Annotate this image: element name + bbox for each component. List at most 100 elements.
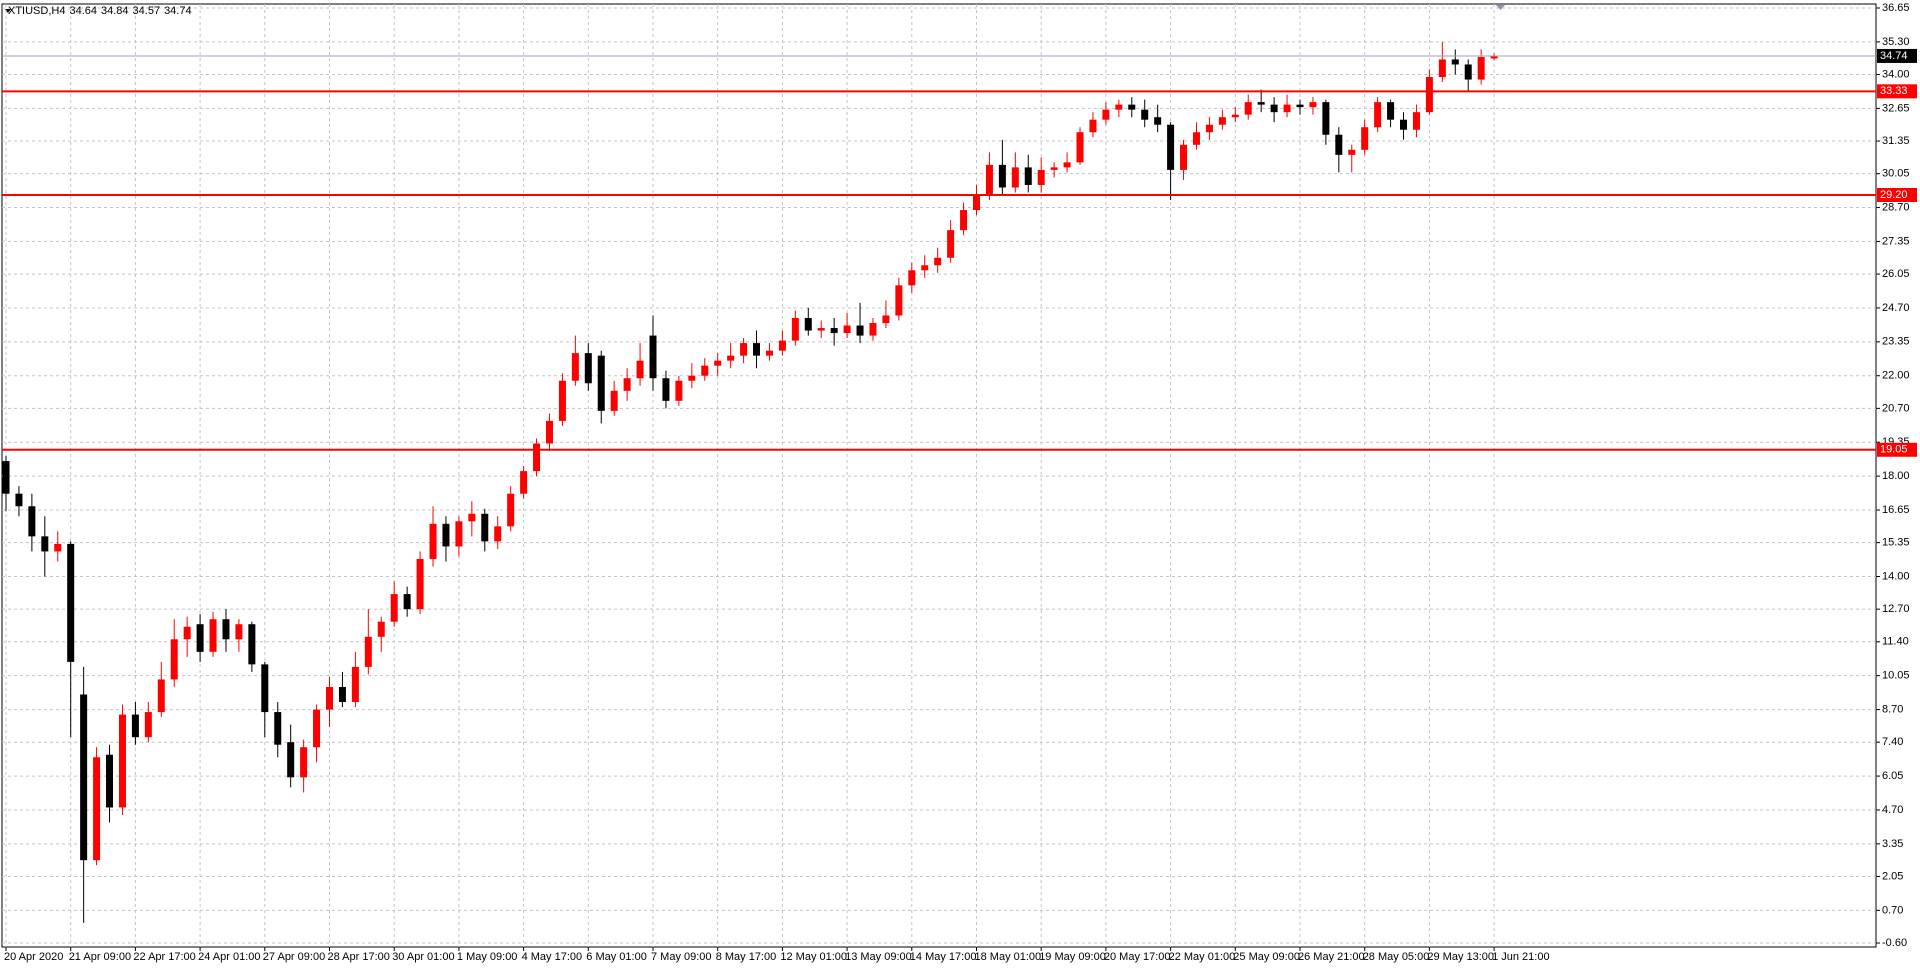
y-tick-label: 12.70 [1882, 603, 1910, 615]
x-tick-label: 1 Jun 21:00 [1492, 951, 1550, 963]
candle-body [1115, 104, 1123, 110]
candle-body [843, 325, 851, 334]
x-tick-label: 1 May 09:00 [457, 951, 518, 963]
y-tick-label: 22.00 [1882, 370, 1910, 382]
candle-body [287, 742, 295, 778]
candle-body [921, 265, 929, 271]
candle-body [2, 461, 10, 494]
candle-body [584, 353, 592, 384]
chart-header: XTIUSD,H4 34.64 34.84 34.57 34.74 [8, 5, 196, 17]
y-tick-label: 15.35 [1882, 537, 1910, 549]
candle-body [248, 624, 256, 665]
x-tick-label: 28 May 05:00 [1363, 951, 1430, 963]
candle-body [1037, 169, 1045, 185]
x-tick-label: 30 Apr 01:00 [392, 951, 454, 963]
level-label-box [1877, 442, 1917, 457]
candle-body [364, 636, 372, 667]
y-tick-label: -0.60 [1882, 937, 1907, 949]
y-tick-label: 3.35 [1882, 838, 1903, 850]
candle-body [765, 350, 773, 356]
price-label: 34.74 [1880, 50, 1908, 62]
candle-body [1205, 124, 1213, 133]
candle-body [390, 594, 398, 622]
candle-body [649, 335, 657, 379]
candle-body [753, 343, 761, 356]
candle-body [1451, 59, 1459, 65]
candle-body [118, 714, 126, 808]
candle-body [1477, 56, 1485, 80]
price-label-box [1877, 48, 1917, 63]
candle-body [714, 360, 722, 366]
candle-body [15, 493, 23, 507]
candle-body [351, 666, 359, 703]
candle-body [1438, 59, 1446, 78]
y-tick-label: 2.05 [1882, 870, 1903, 882]
candle-body [623, 378, 631, 391]
candle-body [54, 543, 62, 552]
candle-body [300, 747, 308, 778]
level-label-box [1877, 188, 1917, 202]
x-tick-label: 19 May 09:00 [1039, 951, 1106, 963]
candle-body [1374, 102, 1382, 128]
y-tick-label: 34.00 [1882, 68, 1910, 80]
candle-body [636, 360, 644, 379]
candle-body [1128, 104, 1136, 110]
symbol: XTIUSD,H4 [8, 5, 66, 17]
candle-body [571, 353, 579, 381]
header-close: 34.74 [164, 5, 192, 17]
candle-body [326, 686, 333, 710]
plot-frame [1, 3, 1877, 948]
candle-body [455, 521, 463, 547]
candle-body [817, 328, 825, 331]
x-tick-label: 22 May 01:00 [1169, 951, 1236, 963]
x-tick-label: 24 Apr 01:00 [198, 951, 260, 963]
level-label: 33.33 [1880, 85, 1908, 97]
candle-body [1089, 119, 1097, 133]
y-tick-label: 30.05 [1882, 168, 1910, 180]
candle-body [481, 513, 489, 542]
candle-body [209, 619, 217, 652]
candle-body [1050, 167, 1058, 170]
x-tick-label: 27 Apr 09:00 [263, 951, 325, 963]
y-tick-label: 10.05 [1882, 670, 1910, 682]
grid [2, 4, 1876, 947]
candle-body [545, 420, 553, 444]
candle-body [830, 328, 838, 334]
candle-body [1154, 117, 1162, 125]
level-label: 19.05 [1880, 444, 1908, 456]
y-tick-label: 27.35 [1882, 235, 1910, 247]
candle-body [1063, 162, 1071, 168]
candle-body [93, 757, 101, 861]
candle-body [67, 543, 75, 662]
y-tick-label: 36.65 [1882, 2, 1910, 14]
candle-body [985, 164, 993, 195]
candle-body [196, 624, 204, 652]
candle-body [1231, 114, 1239, 118]
candle-body [947, 230, 955, 258]
candle-body [442, 523, 450, 547]
candle-body [170, 639, 178, 680]
header-high: 34.84 [101, 5, 129, 17]
x-tick-label: 6 May 01:00 [586, 951, 647, 963]
candle-body [597, 355, 605, 411]
x-tick-label: 28 Apr 17:00 [328, 951, 390, 963]
x-tick-label: 21 Apr 09:00 [69, 951, 131, 963]
candle-body [1218, 117, 1226, 125]
candle-body [1361, 127, 1369, 150]
candle-body [131, 714, 139, 738]
candle-body [791, 317, 799, 341]
x-tick-label: 14 May 17:00 [910, 951, 977, 963]
x-tick-label: 20 Apr 2020 [4, 951, 63, 963]
candle-body [313, 709, 321, 748]
candle-body [1425, 77, 1433, 113]
candle-body [144, 712, 152, 738]
candle-body [222, 619, 230, 640]
y-tick-label: 11.40 [1882, 636, 1909, 648]
candle-body [1400, 119, 1408, 130]
x-tick-label: 4 May 17:00 [522, 951, 583, 963]
candle-body [1309, 102, 1317, 108]
candle-body [727, 355, 735, 361]
candle-body [494, 526, 502, 542]
y-tick-label: 6.05 [1882, 770, 1903, 782]
